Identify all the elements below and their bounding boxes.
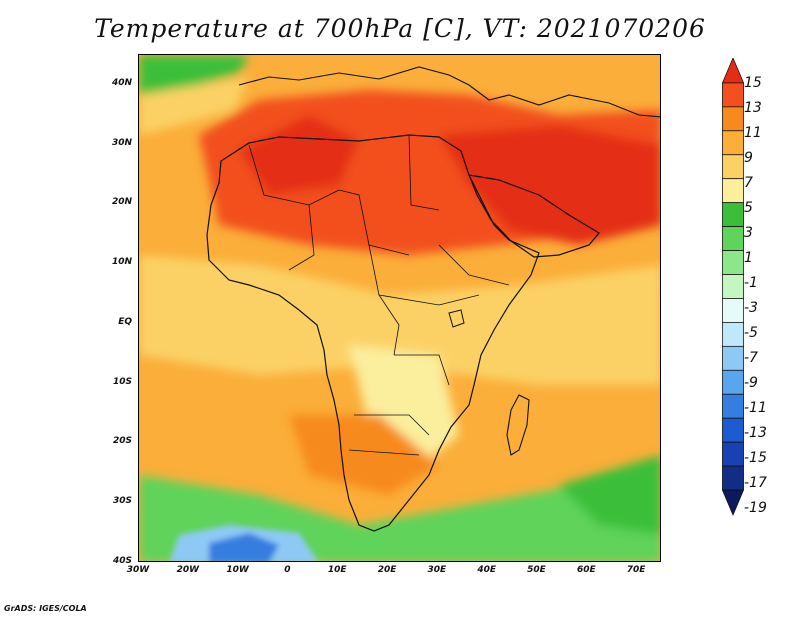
- field-south-warm: [289, 415, 439, 495]
- lon-tick-label: 10W: [226, 565, 249, 575]
- field-southwest-core: [209, 533, 279, 561]
- africa-coastline: [206, 134, 540, 532]
- europe-coastline: [238, 66, 660, 118]
- lat-tick-label: 30N: [111, 137, 132, 148]
- colorbar-tick-label: -17: [744, 475, 767, 491]
- colorbar-tick-label: 3: [744, 225, 753, 241]
- colorbar-tick-label: 9: [744, 150, 753, 166]
- colorbar-segment: [722, 417, 744, 443]
- colorbar-tick-label: 13: [744, 100, 762, 116]
- colorbar-bottom-triangle: [721, 489, 745, 516]
- lon-tick-label: 30E: [427, 565, 447, 575]
- colorbar-segment: [722, 345, 744, 371]
- colorbar-segment: [722, 274, 744, 299]
- colorbar-tick-label: 15: [744, 75, 762, 91]
- lon-tick-label: 50E: [527, 565, 546, 575]
- lon-tick-label: 10E: [327, 565, 347, 575]
- lon-tick-label: 20E: [377, 565, 397, 575]
- colorbar: [721, 58, 745, 516]
- lat-tick-label: 10S: [112, 376, 132, 387]
- credit-text: GrADS: IGES/COLA: [4, 604, 87, 613]
- colorbar-segment: [722, 322, 744, 347]
- colorbar-top-triangle: [721, 58, 745, 84]
- colorbar-tick-label: 1: [744, 250, 753, 266]
- colorbar-tick-label: -13: [744, 425, 767, 441]
- colorbar-tick-label: -19: [744, 500, 767, 516]
- lat-tick-label: 40S: [112, 556, 132, 566]
- field-arabia-core: [439, 125, 660, 245]
- madagascar-outline: [506, 394, 530, 456]
- arabia-coastline: [468, 174, 600, 258]
- colorbar-segment: [722, 178, 744, 204]
- colorbar-segment: [722, 441, 744, 467]
- lon-tick-label: 30W: [126, 565, 150, 575]
- colorbar-tick-label: -3: [744, 300, 758, 316]
- colorbar-segment: [722, 130, 744, 156]
- colorbar-tick-label: -15: [744, 450, 767, 466]
- lat-tick-label: 30S: [112, 496, 132, 507]
- field-central-pale: [349, 345, 459, 475]
- colorbar-tick-label: 7: [744, 175, 753, 191]
- colorbar-tick-label: 5: [744, 200, 753, 216]
- lake-victoria-outline: [448, 309, 465, 328]
- lat-tick-label: 20S: [112, 436, 132, 447]
- colorbar-segment: [722, 82, 744, 108]
- temperature-map: [139, 55, 660, 561]
- colorbar-segment: [722, 250, 744, 275]
- colorbar-tick-label: 11: [744, 125, 762, 141]
- colorbar-segment: [722, 369, 744, 395]
- lon-tick-label: 70E: [626, 565, 646, 575]
- country-borders: [248, 134, 510, 456]
- lon-tick-label: 20W: [176, 565, 200, 575]
- colorbar-segment: [722, 465, 744, 491]
- field-tropical-yellow: [139, 255, 660, 385]
- lat-tick-label: 20N: [111, 197, 132, 208]
- lon-tick-label: 60E: [576, 565, 596, 575]
- field-nw-green: [139, 55, 249, 100]
- chart-title: Temperature at 700hPa [C], VT: 202107020…: [94, 14, 706, 43]
- colorbar-segment: [722, 393, 744, 419]
- lon-tick-label: 40E: [477, 565, 496, 575]
- field-nw-yellow: [139, 77, 249, 135]
- colorbar-tick-label: -11: [744, 400, 767, 416]
- lat-tick-label: EQ: [118, 316, 132, 327]
- map-panel: [138, 54, 661, 562]
- lat-tick-label: 40N: [111, 77, 132, 88]
- colorbar-segment: [722, 106, 744, 132]
- colorbar-tick-label: -7: [744, 350, 758, 366]
- field-sahara-core: [239, 115, 359, 195]
- colorbar-tick-label: -1: [744, 275, 758, 291]
- colorbar-tick-label: -9: [744, 375, 758, 391]
- colorbar-segment: [722, 226, 744, 251]
- field-se-green: [559, 455, 660, 535]
- colorbar-segment: [722, 298, 744, 323]
- colorbar-segment: [722, 202, 744, 227]
- colorbar-tick-label: -5: [744, 325, 758, 341]
- lon-tick-label: 0: [284, 565, 291, 575]
- lat-tick-label: 10N: [111, 257, 132, 268]
- colorbar-segment: [722, 154, 744, 180]
